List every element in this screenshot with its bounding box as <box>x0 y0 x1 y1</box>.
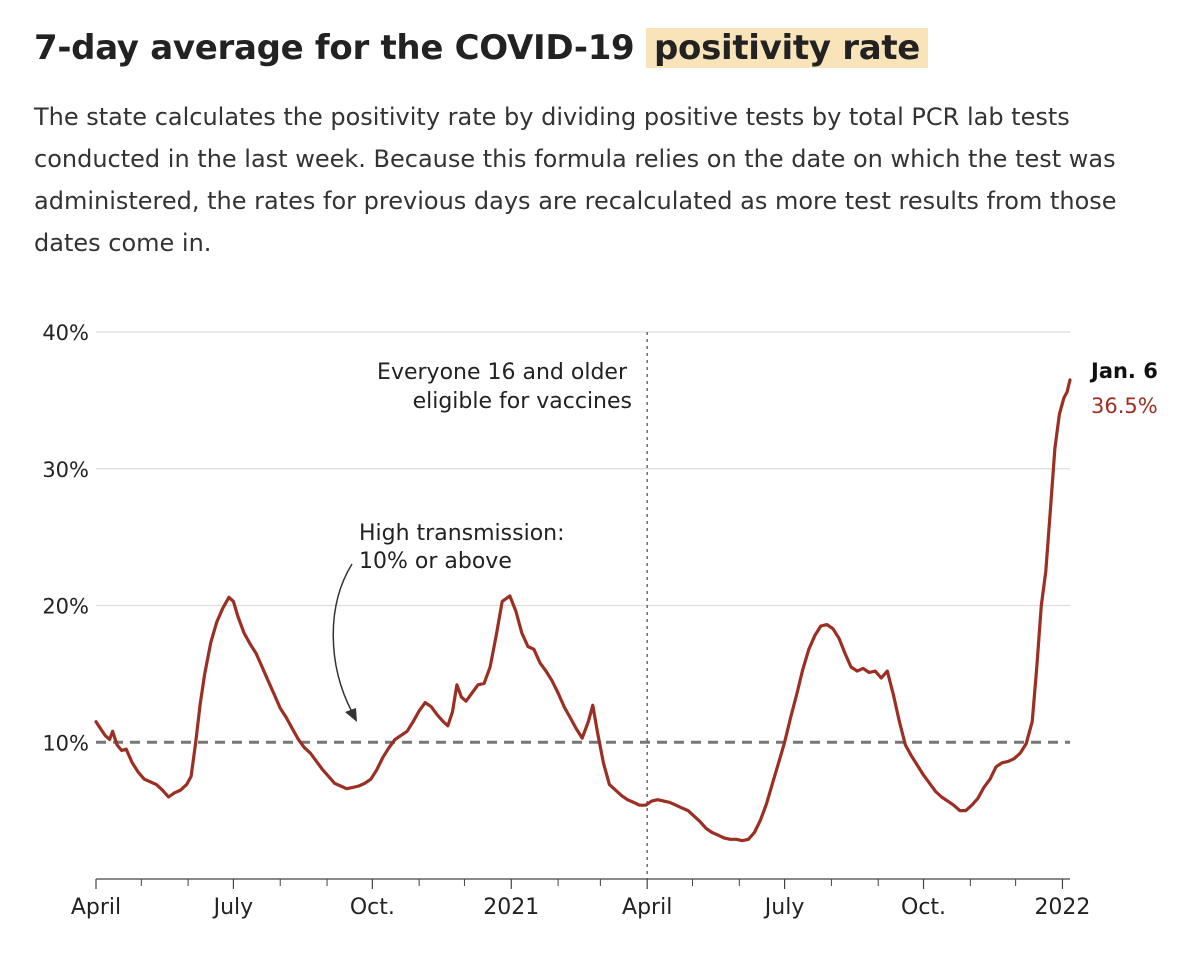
series-layer <box>94 378 1072 843</box>
x-tick-label: April <box>71 895 121 920</box>
chart-title: 7-day average for the COVID-19 positivit… <box>34 28 929 68</box>
y-tick-label: 20% <box>42 595 89 619</box>
annotations: Everyone 16 and older eligible for vacci… <box>332 359 1158 722</box>
x-tick-label: April <box>622 895 672 920</box>
x-tick-label: Oct. <box>901 895 946 920</box>
threshold-annotation-line2: 10% or above <box>359 549 512 574</box>
x-tick-label: 2021 <box>483 895 539 920</box>
y-tick-label: 30% <box>42 458 89 482</box>
endpoint-value-label: 36.5% <box>1091 394 1158 418</box>
vaccine-annotation-line1: Everyone 16 and older <box>377 360 628 385</box>
x-tick-label: 2022 <box>1034 895 1090 920</box>
title-text: 7-day average for the COVID-19 <box>34 28 635 68</box>
y-tick-label: 40% <box>42 321 89 345</box>
x-axis: April July Oct. 2021 April July Oct. 2022 <box>71 878 1090 920</box>
positivity-rate-line <box>94 378 1072 843</box>
x-tick-label: July <box>212 895 254 920</box>
x-tick-label: July <box>763 895 805 920</box>
y-tick-label: 10% <box>42 731 89 755</box>
reference-lines <box>96 332 1070 879</box>
x-tick-label: Oct. <box>350 895 395 920</box>
threshold-annotation-arrow <box>332 563 353 713</box>
chart-description: The state calculates the positivity rate… <box>34 103 1117 257</box>
gridlines: 10% 20% 30% 40% <box>42 321 1070 755</box>
threshold-annotation-arrowhead <box>345 708 357 722</box>
title-highlight: positivity rate <box>645 28 929 68</box>
endpoint-date-label: Jan. 6 <box>1089 359 1158 383</box>
threshold-annotation-line1: High transmission: <box>359 521 565 546</box>
vaccine-annotation-line2: eligible for vaccines <box>413 389 632 414</box>
